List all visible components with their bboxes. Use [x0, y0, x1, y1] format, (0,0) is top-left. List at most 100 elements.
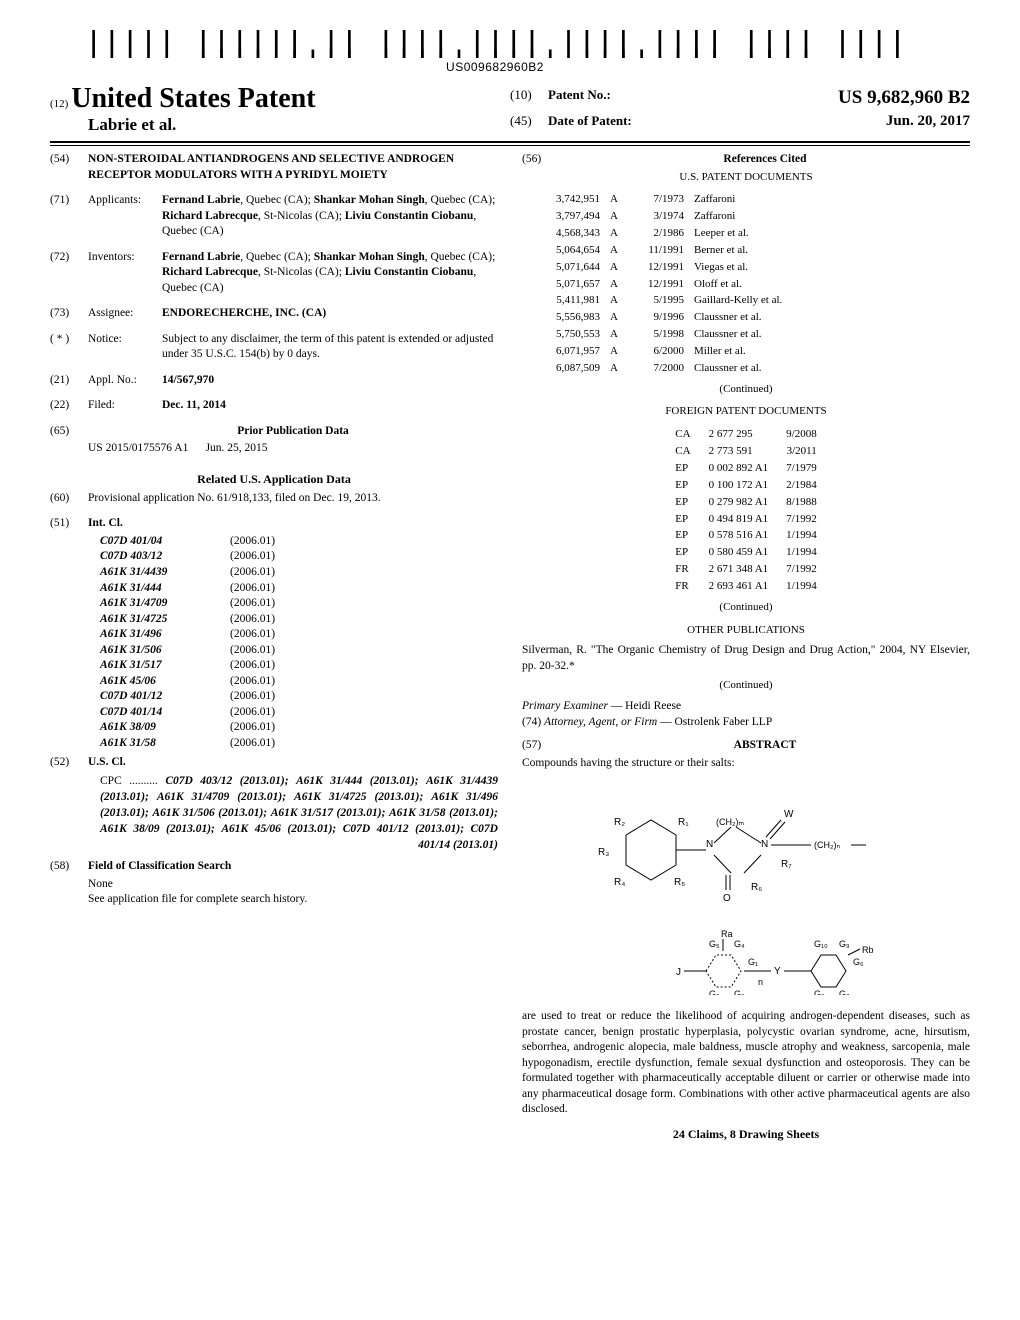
usdoc-row: 5,064,654A11/1991Berner et al. — [524, 243, 968, 258]
applno-code: (21) — [50, 373, 88, 389]
intcl-row: C07D 401/12(2006.01) — [50, 689, 498, 705]
intcl-row: A61K 31/4439(2006.01) — [50, 565, 498, 581]
provisional-code: (60) — [50, 491, 88, 507]
svg-text:R₇: R₇ — [781, 859, 792, 870]
svg-text:W: W — [784, 809, 794, 820]
title-code: (54) — [50, 152, 88, 183]
foreigndoc-row: EP0 100 172 A12/1984 — [667, 478, 824, 493]
foreigndoc-row: CA2 677 2959/2008 — [667, 427, 824, 442]
applno-value: 14/567,970 — [162, 373, 498, 389]
fcs-note: See application file for complete search… — [50, 892, 498, 908]
svg-text:n: n — [758, 977, 763, 987]
intcl-row: C07D 403/12(2006.01) — [50, 549, 498, 565]
svg-text:R₆: R₆ — [751, 882, 762, 893]
otherpub-title: OTHER PUBLICATIONS — [522, 623, 970, 638]
intcl-row: C07D 401/14(2006.01) — [50, 705, 498, 721]
pub-title: United States Patent — [71, 83, 315, 114]
patent-no-code: (10) — [510, 87, 548, 109]
patent-no-label: Patent No.: — [548, 87, 683, 109]
pub-num-code: (12) — [50, 98, 68, 110]
abstract-body: are used to treat or reduce the likeliho… — [522, 1009, 970, 1118]
date-code: (45) — [510, 113, 548, 130]
body-columns: (54) NON-STEROIDAL ANTIANDROGENS AND SEL… — [50, 152, 970, 1142]
usdoc-row: 6,071,957A6/2000Miller et al. — [524, 344, 968, 359]
usdoc-row: 6,087,509A7/2000Claussner et al. — [524, 361, 968, 376]
intcl-code: (51) — [50, 516, 88, 532]
intcl-row: A61K 31/4725(2006.01) — [50, 612, 498, 628]
svg-text:G₉: G₉ — [839, 939, 850, 949]
abstract-title: ABSTRACT — [734, 739, 797, 751]
svg-text:G₁: G₁ — [748, 957, 758, 967]
foreigndoc-row: EP0 580 459 A11/1994 — [667, 545, 824, 560]
svg-text:R₅: R₅ — [674, 877, 685, 888]
foreigndoc-row: EP0 494 819 A17/1992 — [667, 512, 824, 527]
authors-line: Labrie et al. — [50, 115, 510, 135]
otherpub-continued: (Continued) — [522, 678, 970, 693]
svg-text:N: N — [706, 839, 713, 850]
barcode-area: ||||| |||||| || |||| |||| |||| |||| ||||… — [50, 30, 970, 75]
otherpub-text: Silverman, R. "The Organic Chemistry of … — [522, 643, 970, 674]
assignee-code: (73) — [50, 306, 88, 322]
svg-text:(CH₂)ₘ: (CH₂)ₘ — [716, 817, 744, 827]
abstract-code: (57) — [522, 738, 560, 754]
fcs-none: None — [50, 877, 498, 893]
intcl-row: A61K 31/496(2006.01) — [50, 627, 498, 643]
attorney-value: — Ostrolenk Faber LLP — [657, 716, 772, 728]
barcode-text: US009682960B2 — [50, 60, 940, 74]
usdoc-row: 3,797,494A3/1974Zaffaroni — [524, 209, 968, 224]
usdoc-row: 5,411,981A5/1995Gaillard-Kelly et al. — [524, 293, 968, 308]
examiner-value: — Heidi Reese — [608, 700, 681, 712]
foreign-continued: (Continued) — [522, 600, 970, 615]
intcl-row: A61K 45/06(2006.01) — [50, 674, 498, 690]
priorpub-title: Prior Publication Data — [237, 425, 349, 437]
priorpub-date: Jun. 25, 2015 — [206, 442, 268, 454]
applicants-value: Fernand Labrie, Quebec (CA); Shankar Moh… — [162, 193, 498, 240]
uscl-code: (52) — [50, 755, 88, 771]
invention-title: NON-STEROIDAL ANTIANDROGENS AND SELECTIV… — [88, 152, 498, 183]
foreigndoc-row: EP0 279 982 A18/1988 — [667, 495, 824, 510]
inventors-label: Inventors: — [88, 250, 162, 297]
svg-text:N: N — [761, 839, 768, 850]
usdoc-row: 5,071,657A12/1991Oloff et al. — [524, 277, 968, 292]
svg-text:Y: Y — [774, 966, 781, 977]
priorpub-code: (65) — [50, 424, 88, 440]
svg-text:G₈: G₈ — [814, 989, 825, 995]
notice-label: Notice: — [88, 332, 162, 363]
usdoc-row: 4,568,343A2/1986Leeper et al. — [524, 226, 968, 241]
inventors-code: (72) — [50, 250, 88, 297]
usdoc-row: 5,556,983A9/1996Claussner et al. — [524, 310, 968, 325]
assignee-label: Assignee: — [88, 306, 162, 322]
patent-no-value: US 9,682,960 B2 — [683, 87, 970, 109]
applno-label: Appl. No.: — [88, 373, 162, 389]
svg-text:R₃: R₃ — [598, 847, 609, 858]
applicants-code: (71) — [50, 193, 88, 240]
svg-text:G₃: G₃ — [709, 989, 720, 995]
examiner-label: Primary Examiner — [522, 700, 608, 712]
svg-text:Rb: Rb — [862, 945, 874, 955]
usdocs-table: 3,742,951A7/1973Zaffaroni3,797,494A3/197… — [522, 190, 970, 377]
applicants-label: Applicants: — [88, 193, 162, 240]
barcode-graphic: ||||| |||||| || |||| |||| |||| |||| ||||… — [50, 30, 940, 58]
svg-text:G₂: G₂ — [734, 989, 745, 995]
chemical-structure: R₂ R₁ R₃ R₄ R₅ N (CH₂)ₘ N W ( — [522, 771, 970, 1009]
usdocs-continued: (Continued) — [522, 382, 970, 397]
right-column: (56) References Cited U.S. PATENT DOCUME… — [522, 152, 970, 1142]
intcl-row: A61K 31/4709(2006.01) — [50, 596, 498, 612]
intcl-row: C07D 401/04(2006.01) — [50, 534, 498, 550]
filed-code: (22) — [50, 398, 88, 414]
refs-code: (56) — [522, 152, 560, 168]
foreigndoc-row: CA2 773 5913/2011 — [667, 444, 824, 459]
intcl-row: A61K 31/517(2006.01) — [50, 658, 498, 674]
foreign-title: FOREIGN PATENT DOCUMENTS — [522, 404, 970, 419]
svg-text:R₂: R₂ — [614, 817, 625, 828]
intcl-row: A61K 31/444(2006.01) — [50, 581, 498, 597]
assignee-value: ENDORECHERCHE, INC. (CA) — [162, 306, 498, 322]
left-column: (54) NON-STEROIDAL ANTIANDROGENS AND SEL… — [50, 152, 498, 1142]
foreigndocs-table: CA2 677 2959/2008CA2 773 5913/2011EP0 00… — [665, 425, 826, 595]
svg-text:R₁: R₁ — [678, 817, 689, 828]
notice-value: Subject to any disclaimer, the term of t… — [162, 332, 498, 363]
svg-text:G₄: G₄ — [734, 939, 745, 949]
svg-text:Ra: Ra — [721, 929, 733, 939]
filed-value: Dec. 11, 2014 — [162, 398, 498, 414]
intcl-list: C07D 401/04(2006.01)C07D 403/12(2006.01)… — [50, 534, 498, 751]
